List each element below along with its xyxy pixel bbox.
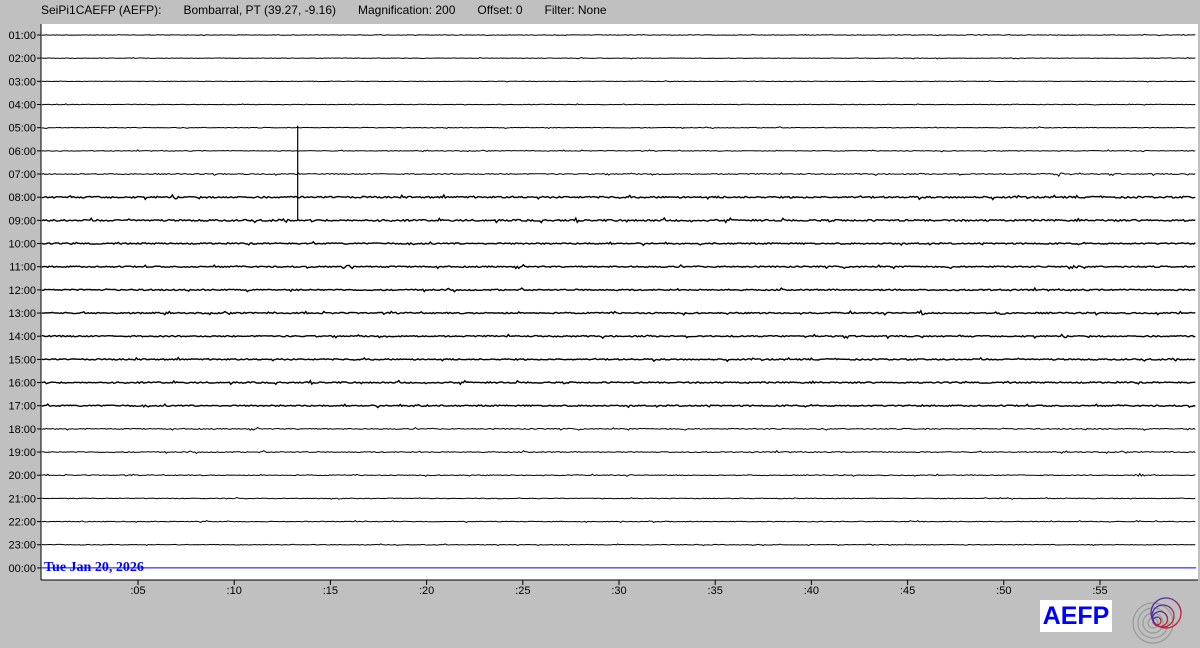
x-tick-label: :55 (1092, 585, 1107, 597)
y-tick-label: 08:00 (8, 192, 36, 204)
trace-0100 (41, 33, 1196, 37)
y-tick-label: 01:00 (8, 30, 36, 42)
trace-2000 (41, 472, 1196, 478)
x-tick-label: :50 (996, 585, 1011, 597)
trace-2300 (41, 543, 1196, 547)
x-tick-label: :20 (419, 585, 434, 597)
y-tick-label: 10:00 (8, 239, 36, 251)
y-tick-label: 18:00 (8, 424, 36, 436)
filter: Filter: None (544, 3, 607, 17)
y-tick-label: 22:00 (8, 517, 36, 529)
y-tick-label: 23:00 (8, 540, 36, 552)
trace-1200 (41, 286, 1196, 293)
trace-0300 (41, 80, 1196, 83)
x-tick-label: :15 (323, 585, 338, 597)
station-name: SeiPi1CAEFP (AEFP): (41, 3, 162, 17)
y-tick-label: 20:00 (8, 470, 36, 482)
y-tick-label: 07:00 (8, 169, 36, 181)
x-tick-label: :30 (611, 585, 626, 597)
trace-1000 (41, 240, 1196, 247)
offset: Offset: 0 (477, 3, 523, 17)
y-tick-label: 12:00 (8, 285, 36, 297)
y-tick-label: 05:00 (8, 123, 36, 135)
station-location: Bombarral, PT (39.27, -9.16) (183, 3, 336, 17)
x-tick-label: :45 (900, 585, 915, 597)
trace-1900 (41, 449, 1196, 455)
y-tick-label: 06:00 (8, 146, 36, 158)
trace-1800 (41, 426, 1196, 431)
y-tick-label: 17:00 (8, 401, 36, 413)
trace-0500 (41, 126, 1196, 130)
trace-1400 (41, 333, 1196, 340)
trace-1500 (41, 356, 1196, 363)
y-tick-label: 21:00 (8, 493, 36, 505)
trace-2100 (41, 496, 1196, 500)
trace-1600 (41, 379, 1196, 386)
seismic-logo-icon (1132, 597, 1182, 644)
x-tick-label: :35 (708, 585, 723, 597)
x-tick-label: :40 (804, 585, 819, 597)
trace-1100 (41, 263, 1196, 270)
plot-area (41, 24, 1198, 580)
x-tick-label: :05 (130, 585, 145, 597)
trace-1300 (41, 309, 1196, 316)
y-tick-label: 14:00 (8, 331, 36, 343)
trace-0600 (41, 149, 1196, 153)
y-tick-label: 13:00 (8, 308, 36, 320)
trace-0200 (41, 56, 1196, 60)
date-label: Tue Jan 20, 2026 (44, 560, 144, 575)
aefp-logo: AEFP (1040, 600, 1112, 632)
magnification: Magnification: 200 (358, 3, 456, 17)
y-tick-label: 16:00 (8, 378, 36, 390)
x-tick-label: :25 (515, 585, 530, 597)
x-tick-label: :10 (227, 585, 242, 597)
trace-0800 (41, 193, 1196, 201)
y-tick-label: 03:00 (8, 76, 36, 88)
y-tick-label: 04:00 (8, 100, 36, 112)
trace-1700 (41, 402, 1196, 409)
trace-0700 (41, 171, 1196, 178)
trace-2200 (41, 519, 1196, 524)
trace-0900 (41, 216, 1196, 224)
trace-0400 (41, 103, 1196, 106)
header: SeiPi1CAEFP (AEFP): Bombarral, PT (39.27,… (41, 3, 629, 17)
y-tick-label: 00:00 (8, 563, 36, 575)
y-tick-label: 15:00 (8, 354, 36, 366)
y-tick-label: 19:00 (8, 447, 36, 459)
y-tick-label: 02:00 (8, 53, 36, 65)
y-tick-label: 11:00 (9, 262, 36, 274)
y-tick-label: 09:00 (8, 215, 36, 227)
